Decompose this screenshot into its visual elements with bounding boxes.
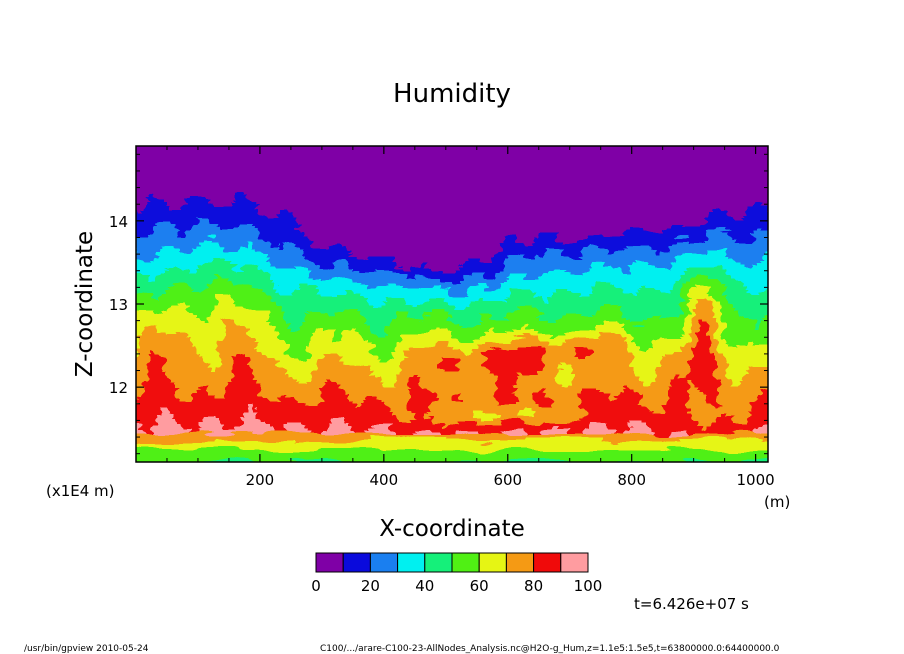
colorbar-tick-label: 100 — [574, 577, 603, 595]
footer-left: /usr/bin/gpview 2010-05-24 — [24, 644, 149, 654]
colorbar-tick-label: 60 — [470, 577, 489, 595]
x-tick-label: 200 — [246, 471, 275, 489]
colorbar-swatch — [505, 552, 535, 573]
colorbar-tick-label: 40 — [415, 577, 434, 595]
x-axis-unit: (m) — [764, 493, 790, 511]
chart-title: Humidity — [393, 79, 511, 109]
colorbar-swatch — [315, 552, 344, 573]
x-tick-label: 600 — [493, 471, 522, 489]
colorbar-tick-label: 0 — [311, 577, 321, 595]
y-axis-multiplier: (x1E4 m) — [46, 482, 115, 500]
colorbar-swatch — [424, 552, 453, 573]
y-axis: 12 13 14 — [109, 153, 768, 455]
colorbar-swatch — [478, 552, 507, 573]
x-axis: 200 400 600 800 1000 — [166, 146, 775, 489]
colorbar-swatch — [342, 552, 371, 573]
x-axis-label: X-coordinate — [379, 516, 525, 542]
colorbar-swatch — [451, 552, 480, 573]
colorbar-tick-label: 80 — [524, 577, 543, 595]
x-tick-label: 400 — [370, 471, 399, 489]
y-tick-label: 13 — [109, 296, 128, 314]
x-tick-label: 1000 — [737, 471, 775, 489]
colorbar-swatch — [369, 552, 399, 573]
y-axis-label: Z-coordinate — [72, 231, 98, 377]
colorbar-tick-label: 20 — [361, 577, 380, 595]
x-tick-label: 800 — [617, 471, 646, 489]
time-label: t=6.426e+07 s — [634, 595, 749, 613]
y-tick-label: 12 — [109, 379, 128, 397]
colorbar-swatch — [560, 552, 589, 573]
footer-right: C100/.../arare-C100-23-AllNodes_Analysis… — [320, 644, 780, 654]
colorbar: 0 20 40 60 80 100 — [311, 552, 603, 595]
contour-field — [136, 146, 768, 462]
colorbar-swatch — [533, 552, 562, 573]
y-tick-label: 14 — [109, 213, 128, 231]
colorbar-swatch — [397, 552, 426, 573]
